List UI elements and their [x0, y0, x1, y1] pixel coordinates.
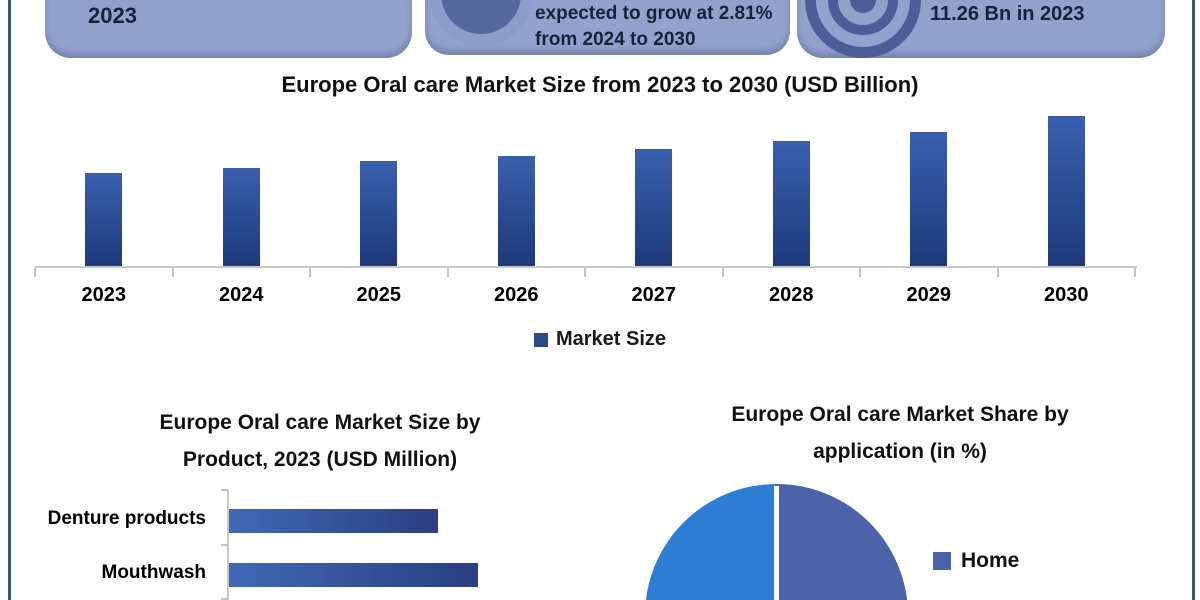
circle-badge-icon [429, 0, 533, 46]
x-label-2026: 2026 [494, 284, 539, 306]
product-bar-mouthwash [229, 563, 478, 587]
market-size-legend-swatch [533, 332, 548, 347]
market-size-bar-plot [35, 116, 1135, 266]
share-chart-title: Europe Oral care Market Share by applica… [630, 396, 1170, 470]
x-axis-ticks [34, 268, 1136, 278]
x-label-2027: 2027 [631, 284, 677, 306]
axis-tick [1134, 268, 1136, 277]
market-size-legend-label: Market Size [555, 328, 667, 350]
axis-tick [34, 268, 36, 277]
axis-tick [996, 268, 999, 277]
bar-slot-2025 [310, 116, 448, 266]
market-size-bar-2030 [1047, 116, 1085, 266]
axis-tick [859, 268, 861, 277]
x-label-2030: 2030 [1044, 284, 1089, 306]
product-chart-title: Europe Oral care Market Size by Product,… [30, 404, 610, 478]
market-size-bar-2026 [497, 156, 535, 266]
stat-card-year: 2023 [45, 0, 412, 58]
x-label-2029: 2029 [906, 284, 952, 306]
product-label-denture-products: Denture products [47, 508, 206, 529]
product-chart-title-line1: Europe Oral care Market Size by [159, 411, 481, 434]
market-size-bar-2027 [635, 149, 673, 266]
product-bar-denture-products [229, 509, 438, 533]
bar-slot-2028 [723, 116, 861, 266]
bullseye-icon [805, 0, 921, 58]
right-border-line [1192, 0, 1195, 600]
axis-tick [584, 268, 586, 277]
application-legend: Home [933, 549, 1019, 573]
stat-card-growth: expected to grow at 2.81% from 2024 to 2… [425, 0, 790, 55]
x-label-2025: 2025 [356, 284, 402, 306]
product-chart-title-line2: Product, 2023 (USD Million) [182, 448, 458, 471]
bullseye-middle-ring [828, 0, 898, 35]
y-axis-tick [221, 544, 228, 546]
market-size-bar-2025 [360, 161, 398, 266]
bullseye-center-dot [850, 0, 876, 13]
product-chart-y-axis [227, 490, 229, 600]
stat-card-market-value: 11.26 Bn in 2023 [797, 0, 1165, 58]
bar-slot-2029 [860, 116, 998, 266]
product-label-mouthwash: Mouthwash [101, 562, 207, 583]
axis-tick [309, 268, 311, 277]
share-chart-title-line2: application (in %) [813, 440, 987, 463]
bar-slot-2027 [585, 116, 723, 266]
growth-text-line1: expected to grow at 2.81% [535, 3, 773, 24]
bar-slot-2030 [998, 116, 1136, 266]
market-size-legend: Market Size [0, 328, 1200, 351]
y-axis-tick [221, 598, 228, 600]
bar-slot-2023 [35, 116, 173, 266]
x-axis-labels: 2023 2024 2025 2026 2027 2028 2029 2030 [35, 284, 1135, 307]
market-size-bar-2028 [772, 141, 810, 266]
bar-slot-2024 [173, 116, 311, 266]
axis-tick [171, 268, 174, 277]
growth-text-line2: from 2024 to 2030 [535, 29, 696, 50]
stat-card-market-value-text: 11.26 Bn in 2023 [930, 3, 1085, 25]
market-size-bar-2023 [85, 173, 123, 266]
share-chart-title-line1: Europe Oral care Market Share by [731, 403, 1069, 426]
x-axis-line [35, 266, 1137, 268]
market-size-bar-2029 [910, 132, 948, 266]
x-label-2024: 2024 [219, 284, 264, 306]
bar-slot-2026 [448, 116, 586, 266]
left-border-line [8, 0, 11, 600]
axis-tick [446, 268, 449, 277]
home-legend-label: Home [961, 549, 1020, 572]
y-axis-tick [221, 489, 228, 491]
market-size-chart-title: Europe Oral care Market Size from 2023 t… [281, 72, 919, 97]
stat-card-year-text: 2023 [88, 3, 137, 28]
x-label-2023: 2023 [81, 284, 127, 306]
stat-card-growth-text: expected to grow at 2.81% from 2024 to 2… [535, 1, 773, 53]
x-label-2028: 2028 [769, 284, 814, 306]
pie-slice-divider [774, 486, 779, 600]
axis-tick [721, 268, 724, 277]
home-legend-swatch [933, 552, 951, 570]
market-size-bar-2024 [222, 168, 260, 266]
